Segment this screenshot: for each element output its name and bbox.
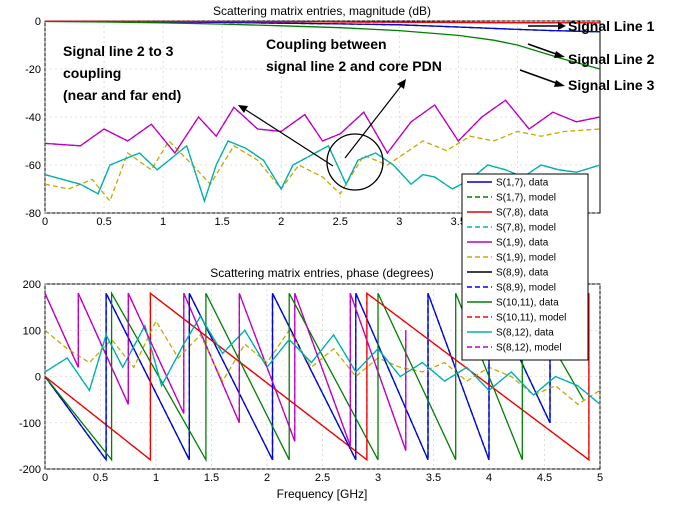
phase-xtick-label: 3.5 [426, 472, 441, 484]
arrow-coupling-pdn [344, 85, 402, 159]
legend-label: S(8,12), data [496, 328, 554, 339]
phase-xtick-label: 2 [264, 472, 270, 484]
phase-ytick-label: 0 [35, 372, 41, 384]
annotation-signal-line-1: Signal Line 1 [568, 18, 655, 34]
annotations-group: Signal line 2 to 3 coupling (near and fa… [63, 18, 655, 191]
legend-label: S(8,9), data [496, 268, 549, 279]
arrowhead-signal-line-2 [554, 51, 565, 58]
phase-xtick-label: 4.5 [537, 472, 552, 484]
magnitude-series-line-11 [44, 99, 601, 155]
annotation-signal-line-2: Signal Line 2 [568, 51, 655, 67]
annotation-signal-line-3: Signal Line 3 [568, 77, 655, 93]
annotation-coupling-23-line3: (near and far end) [63, 87, 181, 103]
phase-ytick-label: 100 [23, 325, 41, 337]
magnitude-ytick-label: -80 [25, 208, 41, 220]
phase-xtick-label: 1.5 [204, 472, 219, 484]
phase-xtick-label: 3 [375, 472, 381, 484]
annotation-coupling-23-line2: coupling [63, 65, 121, 81]
arrow-signal-line-2 [527, 43, 560, 56]
annotation-coupling-pdn-line1: Coupling between [266, 36, 387, 52]
phase-tick-labels: 0 0.5 1 1.5 2 2.5 3 3.5 4 4.5 5 200 100 0 -100 -200 [19, 279, 603, 484]
legend-label: S(7,8), data [496, 208, 549, 219]
legend-label: S(8,12), model [496, 343, 562, 354]
magnitude-series-line-9 [44, 20, 601, 24]
phase-xtick-label: 2.5 [315, 472, 330, 484]
legend-label: S(10,11), model [496, 313, 566, 324]
arrowhead-signal-line-3 [554, 80, 565, 87]
magnitude-series-line-10 [44, 140, 601, 204]
legend-label: S(1,7), model [496, 193, 556, 204]
legend-items: S(1,7), data S(1,7), model S(7,8), data S(7… [467, 178, 566, 354]
phase-series-line-5 [44, 319, 601, 406]
legend: S(1,7), data S(1,7), model S(7,8), data S(7… [461, 173, 589, 361]
legend-label: S(1,7), data [496, 178, 549, 189]
phase-xtick-label: 5 [597, 472, 603, 484]
arrowhead-signal-line-1 [558, 22, 566, 30]
phase-series-line-9 [44, 291, 590, 462]
phase-xtick-label: 1 [153, 472, 159, 484]
magnitude-xtick-label: 1 [160, 216, 166, 228]
legend-label: S(1,9), model [496, 253, 556, 264]
magnitude-series-line-5 [44, 128, 601, 203]
annotation-coupling-23-line1: Signal line 2 to 3 [63, 43, 174, 59]
arrowhead-coupling-23 [238, 105, 248, 113]
arrow-signal-line-3 [519, 69, 560, 85]
phase-xtick-label: 4 [486, 472, 492, 484]
legend-label: S(10,11), data [496, 298, 559, 309]
annotation-coupling-pdn-line2: signal line 2 and core PDN [266, 58, 442, 74]
phase-xtick-label: 0 [42, 472, 48, 484]
highlight-circle [326, 133, 384, 191]
magnitude-panel: 00.511.522.533.540-20-40-60-80 Scatterin… [25, 4, 601, 228]
magnitude-ytick-label: -40 [25, 112, 41, 124]
magnitude-xtick-label: 1.5 [214, 216, 229, 228]
legend-label: S(7,8), model [496, 223, 556, 234]
magnitude-series-line-8 [44, 20, 601, 70]
magnitude-ytick-label: 0 [35, 16, 41, 28]
phase-xtick-label: 0.5 [93, 472, 108, 484]
magnitude-xtick-label: 2.5 [333, 216, 348, 228]
phase-xlabel: Frequency [GHz] [277, 487, 368, 501]
magnitude-xtick-label: 2 [278, 216, 284, 228]
legend-label: S(8,9), model [496, 283, 556, 294]
phase-ytick-label: -100 [19, 418, 41, 430]
arrow-coupling-23 [245, 109, 334, 167]
legend-box [461, 173, 589, 361]
magnitude-xtick-label: 0.5 [96, 216, 111, 228]
phase-ytick-label: 200 [23, 279, 41, 291]
phase-series-line-10 [44, 315, 601, 405]
magnitude-xtick-label: 3 [396, 216, 402, 228]
phase-series-line-8 [44, 290, 584, 463]
legend-label: S(1,9), data [496, 238, 549, 249]
phase-ytick-label: -200 [19, 464, 41, 476]
magnitude-ytick-label: -20 [25, 64, 41, 76]
magnitude-ytick-label: -60 [25, 160, 41, 172]
magnitude-series-group [44, 20, 601, 204]
magnitude-xtick-label: 0 [42, 216, 48, 228]
arrowhead-coupling-pdn [397, 79, 406, 89]
magnitude-title: Scattering matrix entries, magnitude (dB… [213, 4, 431, 18]
phase-title: Scattering matrix entries, phase (degree… [210, 266, 433, 280]
phase-series-line-11 [44, 293, 407, 451]
